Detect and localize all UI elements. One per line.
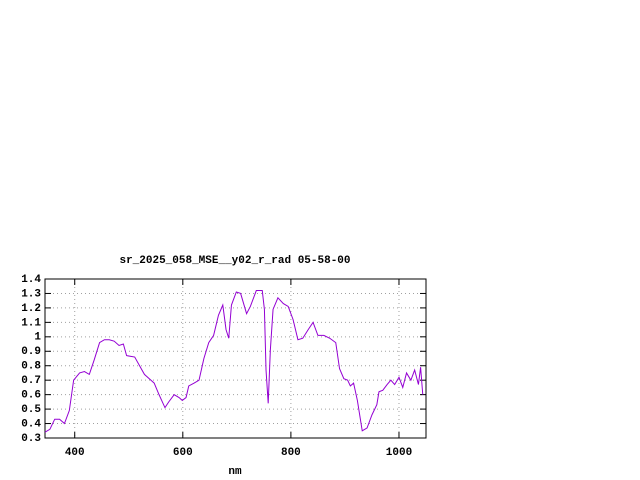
y-tick-label: 0.9 bbox=[21, 346, 41, 358]
x-axis-label: nm bbox=[228, 466, 242, 478]
y-tick-label: 1.2 bbox=[21, 303, 41, 315]
plot-frame bbox=[44, 278, 427, 439]
y-tick-label: 0.6 bbox=[21, 390, 41, 402]
data-line bbox=[44, 290, 424, 433]
y-tick-label: 0.8 bbox=[21, 361, 41, 373]
y-tick-label: 1.1 bbox=[21, 317, 41, 329]
y-tick-label: 0.5 bbox=[21, 404, 41, 416]
x-tick-label: 400 bbox=[65, 447, 85, 459]
y-tick-label: 1.4 bbox=[21, 274, 41, 286]
x-tick-label: 1000 bbox=[386, 447, 412, 459]
y-tick-label: 0.7 bbox=[21, 375, 41, 387]
x-tick-label: 800 bbox=[281, 447, 301, 459]
y-tick-label: 1 bbox=[34, 332, 41, 344]
y-tick-label: 0.4 bbox=[21, 418, 41, 430]
chart-title: sr_2025_058_MSE__y02_r_rad 05-58-00 bbox=[119, 255, 350, 267]
y-tick-label: 1.3 bbox=[21, 288, 41, 300]
x-tick-label: 600 bbox=[173, 447, 193, 459]
y-tick-label: 0.3 bbox=[21, 433, 41, 445]
